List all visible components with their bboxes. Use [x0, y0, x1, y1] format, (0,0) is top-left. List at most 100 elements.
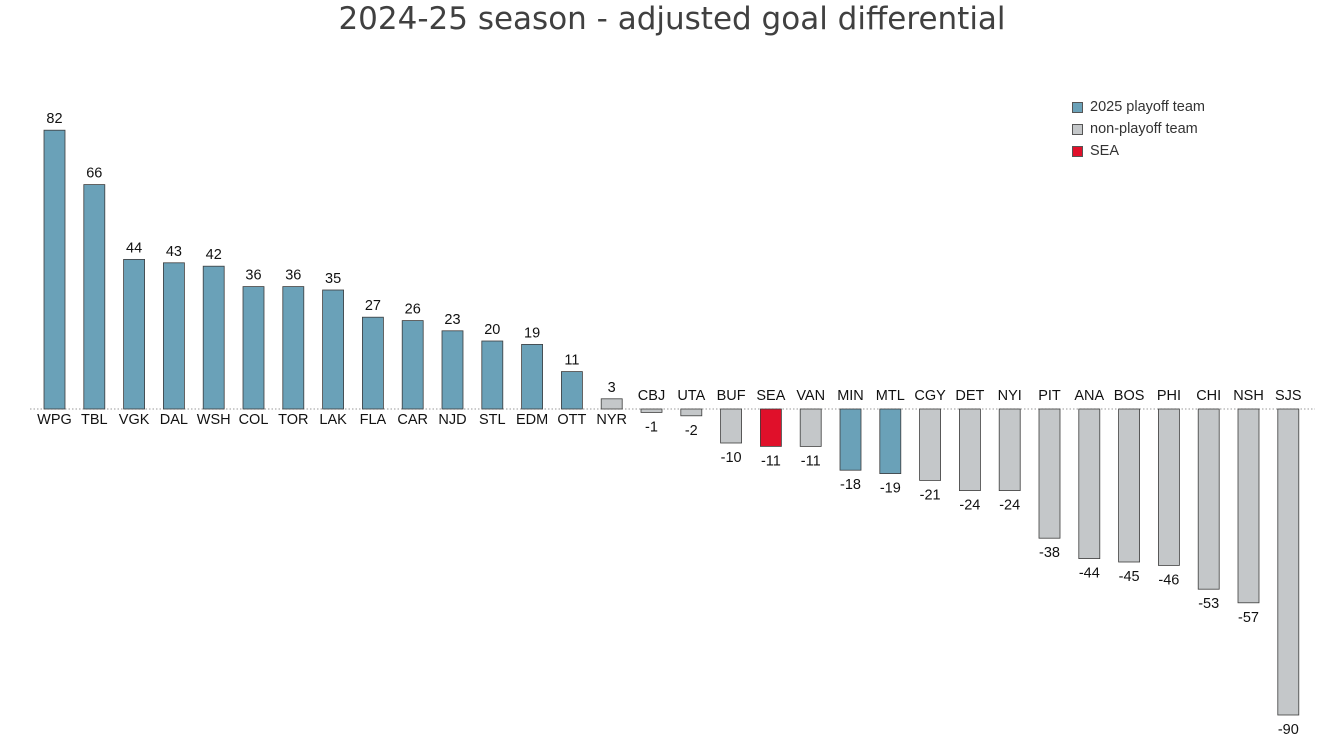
category-label-lak: LAK — [319, 412, 347, 428]
bar-sjs — [1277, 408, 1300, 716]
value-label-det: -24 — [959, 498, 980, 514]
category-label-mtl: MTL — [876, 388, 905, 404]
category-label-ott: OTT — [557, 412, 586, 428]
category-label-sjs: SJS — [1275, 388, 1302, 404]
value-label-col: 36 — [245, 268, 261, 284]
legend-swatch-non-playoff — [1072, 123, 1083, 135]
bar-pit — [1038, 408, 1061, 539]
value-label-nsh: -57 — [1238, 610, 1259, 626]
value-label-wpg: 82 — [46, 111, 62, 127]
category-label-pit: PIT — [1038, 388, 1061, 404]
value-label-tbl: 66 — [86, 166, 102, 182]
value-label-phi: -46 — [1158, 572, 1179, 588]
category-label-van: VAN — [796, 388, 825, 404]
category-label-wsh: WSH — [197, 412, 231, 428]
bar-ott — [561, 371, 583, 410]
category-label-phi: PHI — [1157, 388, 1181, 404]
bar-min — [839, 408, 862, 471]
bar-sea — [760, 408, 782, 447]
bar-wsh — [202, 265, 225, 410]
bar-nsh — [1237, 408, 1260, 604]
value-label-cgy: -21 — [920, 487, 941, 503]
legend-item-non-playoff: non-playoff team — [1072, 118, 1205, 140]
bar-phi — [1158, 408, 1180, 566]
bar-buf — [720, 408, 742, 444]
value-label-lak: 35 — [325, 271, 341, 287]
bar-uta — [680, 408, 703, 417]
bar-chi — [1197, 408, 1220, 590]
category-label-uta: UTA — [677, 388, 705, 404]
category-label-nyr: NYR — [596, 412, 627, 428]
bar-bos — [1118, 408, 1140, 563]
legend-label-playoff: 2025 playoff team — [1090, 99, 1206, 115]
value-label-chi: -53 — [1198, 596, 1219, 612]
category-label-sea: SEA — [756, 388, 785, 404]
value-label-cbj: -1 — [645, 419, 658, 435]
category-label-car: CAR — [397, 412, 428, 428]
legend-label-non-playoff: non-playoff team — [1090, 121, 1198, 137]
bar-mtl — [879, 408, 902, 474]
legend-swatch-sea — [1072, 145, 1083, 157]
category-label-min: MIN — [837, 388, 864, 404]
category-label-edm: EDM — [516, 412, 548, 428]
value-label-njd: 23 — [444, 312, 460, 328]
value-label-car: 26 — [405, 302, 421, 318]
bar-nyi — [998, 408, 1021, 491]
value-label-pit: -38 — [1039, 545, 1060, 561]
value-label-uta: -2 — [685, 423, 698, 439]
value-label-ana: -44 — [1079, 566, 1100, 582]
legend-label-sea: SEA — [1090, 143, 1120, 159]
category-label-buf: BUF — [717, 388, 746, 404]
value-label-wsh: 42 — [206, 247, 222, 263]
legend-item-sea: SEA — [1072, 140, 1205, 162]
category-label-njd: NJD — [438, 412, 466, 428]
value-label-van: -11 — [801, 453, 821, 469]
value-label-nyr: 3 — [608, 380, 616, 396]
category-label-wpg: WPG — [37, 412, 72, 428]
value-label-fla: 27 — [365, 298, 381, 314]
category-label-bos: BOS — [1114, 388, 1145, 404]
value-label-bos: -45 — [1119, 569, 1140, 585]
bar-col — [242, 286, 265, 410]
chart-title: 2024-25 season - adjusted goal different… — [338, 1, 1006, 37]
bar-edm — [521, 343, 543, 410]
legend-swatch-playoff — [1072, 101, 1083, 113]
bar-cgy — [919, 408, 941, 481]
bar-fla — [361, 316, 384, 410]
value-label-nyi: -24 — [999, 498, 1020, 514]
value-label-tor: 36 — [285, 268, 301, 284]
value-label-sea: -11 — [761, 453, 781, 469]
category-label-fla: FLA — [360, 412, 387, 428]
bar-van — [799, 408, 822, 447]
legend: 2025 playoff team non-playoff team SEA — [1072, 96, 1205, 162]
value-label-dal: 43 — [166, 244, 182, 260]
category-label-cbj: CBJ — [638, 388, 665, 404]
category-label-vgk: VGK — [119, 412, 150, 428]
category-label-ana: ANA — [1074, 388, 1104, 404]
value-label-edm: 19 — [524, 325, 540, 341]
bar-lak — [322, 289, 345, 410]
bar-vgk — [123, 258, 145, 410]
value-label-ott: 11 — [564, 353, 579, 369]
value-label-vgk: 44 — [126, 240, 142, 256]
category-label-nsh: NSH — [1233, 388, 1264, 404]
value-label-mtl: -19 — [880, 481, 901, 497]
bar-cbj — [640, 408, 663, 413]
bar-stl — [481, 340, 504, 410]
category-label-tor: TOR — [278, 412, 308, 428]
category-label-nyi: NYI — [998, 388, 1022, 404]
category-label-dal: DAL — [160, 412, 188, 428]
bar-det — [959, 408, 981, 491]
bar-wpg — [43, 129, 66, 410]
bar-nyr — [600, 398, 623, 410]
value-label-sjs: -90 — [1278, 722, 1299, 738]
category-label-cgy: CGY — [914, 388, 946, 404]
value-label-stl: 20 — [484, 322, 500, 338]
category-label-chi: CHI — [1196, 388, 1221, 404]
bar-njd — [441, 330, 464, 410]
category-label-stl: STL — [479, 412, 506, 428]
category-label-col: COL — [239, 412, 269, 428]
bar-dal — [162, 262, 185, 410]
category-label-det: DET — [955, 388, 984, 404]
